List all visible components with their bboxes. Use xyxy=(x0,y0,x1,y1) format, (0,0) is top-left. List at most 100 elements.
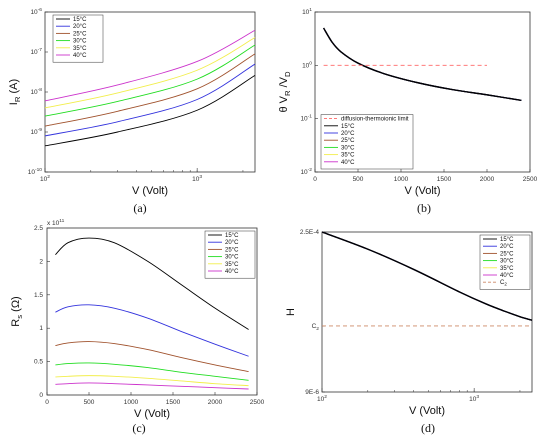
legend-box xyxy=(52,14,104,63)
y-axis-label: θ VR /VD xyxy=(278,71,292,113)
x-tick-label: 0 xyxy=(313,176,317,183)
legend-label: 15°C xyxy=(73,17,87,23)
legend-box xyxy=(479,234,531,290)
plot-frame xyxy=(321,231,533,393)
legend-label: 30°C xyxy=(73,39,87,45)
y-tick-label: 2.5E-4 xyxy=(300,229,320,236)
x-tick-label: 1500 xyxy=(437,176,452,183)
series-line-15-C xyxy=(323,27,522,102)
legend-label: 35°C xyxy=(341,153,355,159)
x-tick-label: 500 xyxy=(84,399,95,406)
x-axis-label: V (Volt) xyxy=(132,185,168,197)
legend-label: 20°C xyxy=(341,131,355,137)
legend: 15°C20°C25°C 30°C35°C40°C xyxy=(52,14,104,63)
y-tick-label: 0.5 xyxy=(34,359,43,366)
series-line-25-C xyxy=(44,53,256,127)
y-tick-label: 1.5 xyxy=(34,292,43,299)
legend-label: 15°C xyxy=(225,233,239,239)
legend-box xyxy=(204,230,256,279)
legend: 15°C20°C25°C 30°C35°C40°CC2 xyxy=(479,234,531,290)
series-line-30-C xyxy=(55,362,249,381)
chart-panel-1: 102 103 10-10 10-9 10-8 10-7 10-6 V (Volt) IR (A… xyxy=(8,7,256,215)
y-tick-label: 9E-6 xyxy=(305,389,319,396)
x-tick-label: 103 xyxy=(192,174,202,183)
chart-panel-4: 102 103 2.5E-4 C2 9E-6 V (Volt) H 15°C20°C25°C 3… xyxy=(285,229,533,435)
series-line-30-C xyxy=(323,27,522,102)
series-line-15-C xyxy=(321,231,533,321)
y-tick-label: 101 xyxy=(302,7,312,16)
series-line-35-C xyxy=(44,37,256,109)
legend: 15°C20°C25°C 30°C35°C40°C xyxy=(204,230,256,279)
legend-label: C2 xyxy=(500,280,507,287)
x-tick-label: 1000 xyxy=(124,399,139,406)
series-line-40-C xyxy=(55,382,249,390)
legend-label: 15°C xyxy=(341,124,355,130)
y-exponent-label: x 1011 xyxy=(47,218,65,227)
y-tick-label: 10-7 xyxy=(30,47,42,56)
y-tick-label: 2.5 xyxy=(34,225,43,232)
series-line-20-C xyxy=(323,27,522,102)
legend-label: 35°C xyxy=(73,46,87,52)
y-tick-label: 100 xyxy=(302,60,312,69)
plot-frame xyxy=(46,227,258,396)
legend-label: 40°C xyxy=(341,160,355,166)
x-tick-label: 1500 xyxy=(166,399,181,406)
series-line-20-C xyxy=(55,304,249,357)
x-tick-label: 1000 xyxy=(394,176,409,183)
series-line-35-C xyxy=(323,27,522,102)
series-line-25-C xyxy=(55,341,249,373)
y-axis-label: H xyxy=(285,308,297,316)
panel-caption: (a) xyxy=(133,201,146,215)
x-axis-label: V (Volt) xyxy=(134,408,170,420)
legend-label: 30°C xyxy=(500,259,514,265)
x-axis-label: V (Volt) xyxy=(404,185,440,197)
series-line-40-C xyxy=(44,29,256,102)
series-line-15-C xyxy=(55,237,249,330)
panel-caption: (c) xyxy=(132,421,145,435)
x-tick-label: 103 xyxy=(469,394,479,403)
legend-label: 30°C xyxy=(225,255,239,261)
series-line-20-C xyxy=(44,63,256,137)
panel-caption: (d) xyxy=(421,421,435,435)
legend-box xyxy=(320,114,414,170)
legend-label: 40°C xyxy=(500,273,514,279)
legend-label: 15°C xyxy=(500,237,514,243)
x-tick-label: 102 xyxy=(40,174,50,183)
legend-label: 25°C xyxy=(73,31,87,37)
legend-label: 20°C xyxy=(500,244,514,250)
x-tick-label: 2500 xyxy=(250,399,265,406)
y-tick-label: 0 xyxy=(39,392,43,399)
series-line-35-C xyxy=(55,375,249,387)
legend-label: 40°C xyxy=(225,269,239,275)
chart-panel-3: 0 500 1000 1500 2000 2500 0 0.5 1 1.5 2 2.5 x 1011 V … xyxy=(10,218,265,435)
series-line-25-C xyxy=(323,27,522,102)
y-tick-label: 10-1 xyxy=(300,114,312,123)
legend-label: diffusion-thermoionic limit xyxy=(341,117,409,123)
y-tick-label: 10-6 xyxy=(30,7,42,16)
y-tick-label: 2 xyxy=(39,258,43,265)
x-tick-label: 0 xyxy=(45,399,49,406)
y-tick-label: 10-8 xyxy=(30,87,42,96)
x-tick-label: 102 xyxy=(317,394,327,403)
x-axis-label: V (Volt) xyxy=(409,405,445,417)
y-tick-label: 10-9 xyxy=(30,127,42,136)
legend-label: 40°C xyxy=(73,53,87,59)
y-tick-label: 10-2 xyxy=(300,167,312,176)
x-tick-label: 2000 xyxy=(480,176,495,183)
y-axis-label: IR (A) xyxy=(8,79,22,105)
series-line-15-C xyxy=(44,75,256,147)
legend-label: 20°C xyxy=(73,24,87,30)
x-tick-label: 500 xyxy=(353,176,364,183)
legend-label: 35°C xyxy=(500,266,514,272)
y-tick-label: C2 xyxy=(312,323,320,332)
series-line-30-C xyxy=(44,44,256,117)
legend-label: 35°C xyxy=(225,262,239,268)
y-axis-label: Rs (Ω) xyxy=(10,296,24,326)
panel-caption: (b) xyxy=(417,201,431,215)
chart-panel-2: 0 500 1000 1500 2000 2500 10-2 10-1 100 101 V (Vol… xyxy=(278,7,538,215)
x-tick-label: 2500 xyxy=(523,176,538,183)
y-tick-label: 10-10 xyxy=(28,167,43,176)
plot-frame xyxy=(314,11,531,173)
legend-label: 25°C xyxy=(341,138,355,144)
